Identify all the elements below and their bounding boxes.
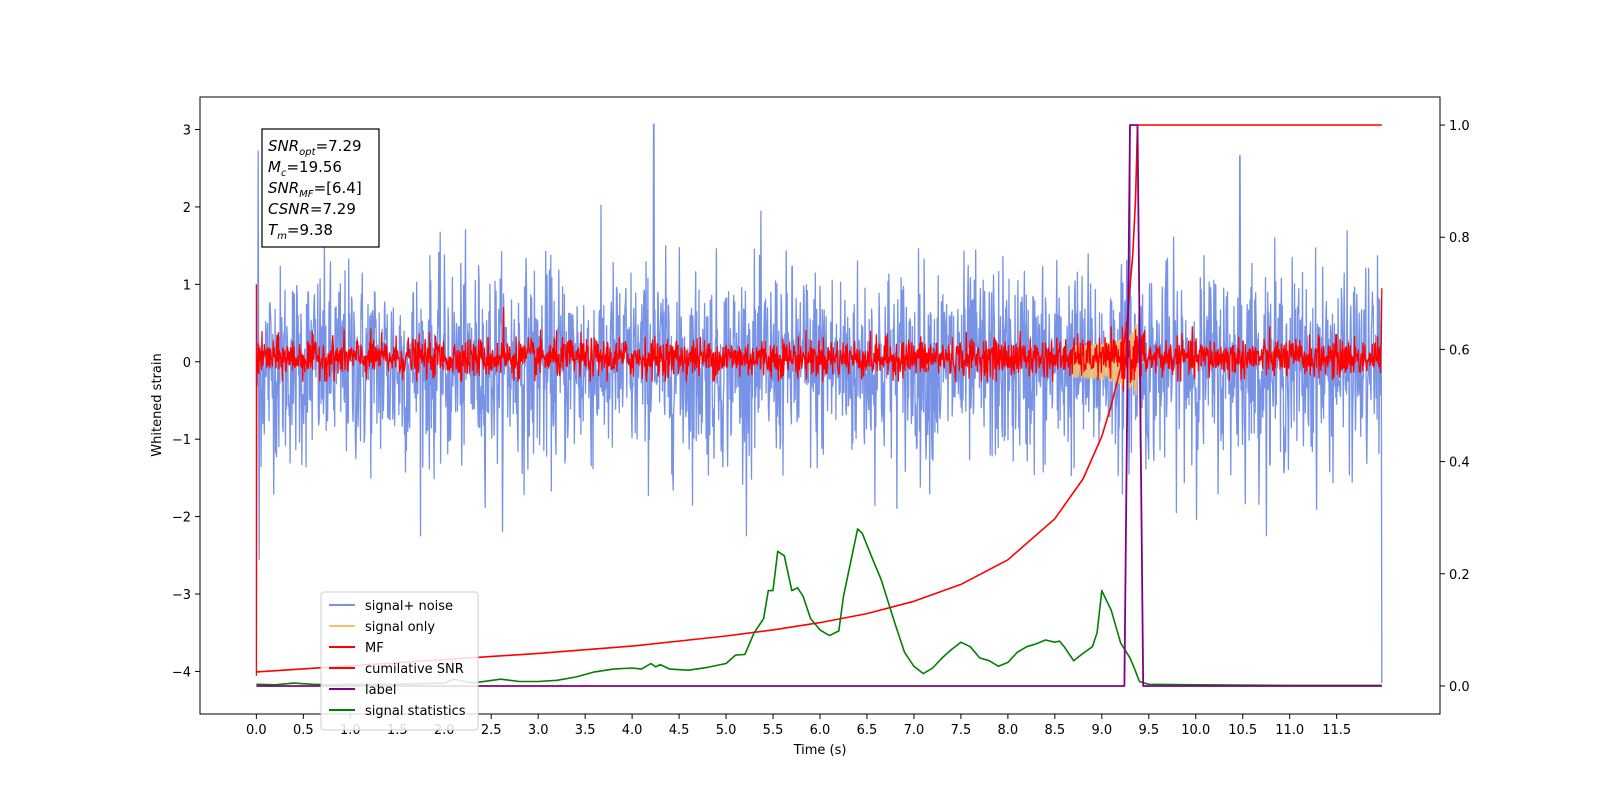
annotation-line: Tm=9.38 — [268, 221, 333, 242]
x-tick-label: 9.5 — [1138, 723, 1159, 738]
y-tick-label: −4 — [172, 665, 191, 680]
x-tick-label: 0.5 — [293, 723, 314, 738]
x-tick-label: 9.0 — [1091, 723, 1112, 738]
legend-entry: cumilative SNR — [365, 662, 464, 677]
x-axis-label: Time (s) — [793, 743, 847, 758]
legend: signal+ noise signal only MF cumilative SNR… — [320, 591, 479, 731]
y-tick-label: −1 — [172, 433, 191, 448]
x-tick-label: 10.0 — [1181, 723, 1210, 738]
y-tick-label: 2 — [183, 201, 191, 216]
legend-entry: label — [365, 683, 396, 698]
x-tick-label: 4.5 — [669, 723, 690, 738]
annotation-line: CSNR=7.29 — [268, 200, 356, 218]
y2-tick-label: 0.6 — [1449, 343, 1470, 358]
y2-tick-label: 1.0 — [1449, 119, 1470, 134]
x-tick-label: 6.5 — [857, 723, 878, 738]
x-tick-label: 5.5 — [763, 723, 784, 738]
x-tick-label: 8.5 — [1045, 723, 1066, 738]
y-tick-label: −2 — [172, 511, 191, 526]
y2-tick-label: 0.8 — [1449, 231, 1470, 246]
y-axis-ticks: −4 −3 −2 −1 0 1 2 3 — [172, 124, 200, 680]
legend-entry: signal only — [365, 620, 435, 635]
series-signal-statistics — [256, 528, 1382, 687]
annotation-line: Mc=19.56 — [268, 158, 342, 179]
x-tick-label: 0.0 — [246, 723, 267, 738]
x-tick-label: 8.0 — [998, 723, 1019, 738]
y2-axis-ticks: 0.0 0.2 0.4 0.6 0.8 1.0 — [1440, 119, 1470, 695]
x-tick-label: 6.0 — [810, 723, 831, 738]
x-tick-label: 11.5 — [1322, 723, 1351, 738]
series-cumulative-snr — [256, 124, 1382, 673]
series-layer — [255, 123, 1383, 687]
series-mf — [255, 284, 1383, 676]
y2-tick-label: 0.0 — [1449, 680, 1470, 695]
x-tick-label: 5.0 — [716, 723, 737, 738]
annotation-line: SNRMF=[6.4] — [268, 179, 362, 200]
x-tick-label: 2.5 — [481, 723, 502, 738]
series-signal-noise — [255, 123, 1383, 684]
x-tick-label: 10.5 — [1228, 723, 1257, 738]
legend-entry: signal+ noise — [365, 599, 453, 614]
y-tick-label: 1 — [183, 278, 191, 293]
x-tick-label: 7.5 — [951, 723, 972, 738]
y-tick-label: 3 — [183, 124, 191, 139]
legend-entry: signal statistics — [365, 704, 466, 719]
annotation-line: SNRopt=7.29 — [268, 137, 362, 158]
x-tick-label: 4.0 — [622, 723, 643, 738]
annotation-box-frame — [261, 128, 380, 248]
y-tick-label: 0 — [183, 356, 191, 371]
y-axis-label: Whitened strain — [150, 353, 165, 456]
x-tick-label: 11.0 — [1275, 723, 1304, 738]
series-label — [256, 124, 1382, 687]
x-tick-label: 3.0 — [528, 723, 549, 738]
y-tick-label: −3 — [172, 588, 191, 603]
legend-entry: MF — [365, 641, 384, 656]
y2-tick-label: 0.4 — [1449, 456, 1470, 471]
legend-frame — [320, 591, 479, 731]
y2-tick-label: 0.2 — [1449, 568, 1470, 583]
x-tick-label: 3.5 — [575, 723, 596, 738]
x-tick-label: 7.0 — [904, 723, 925, 738]
